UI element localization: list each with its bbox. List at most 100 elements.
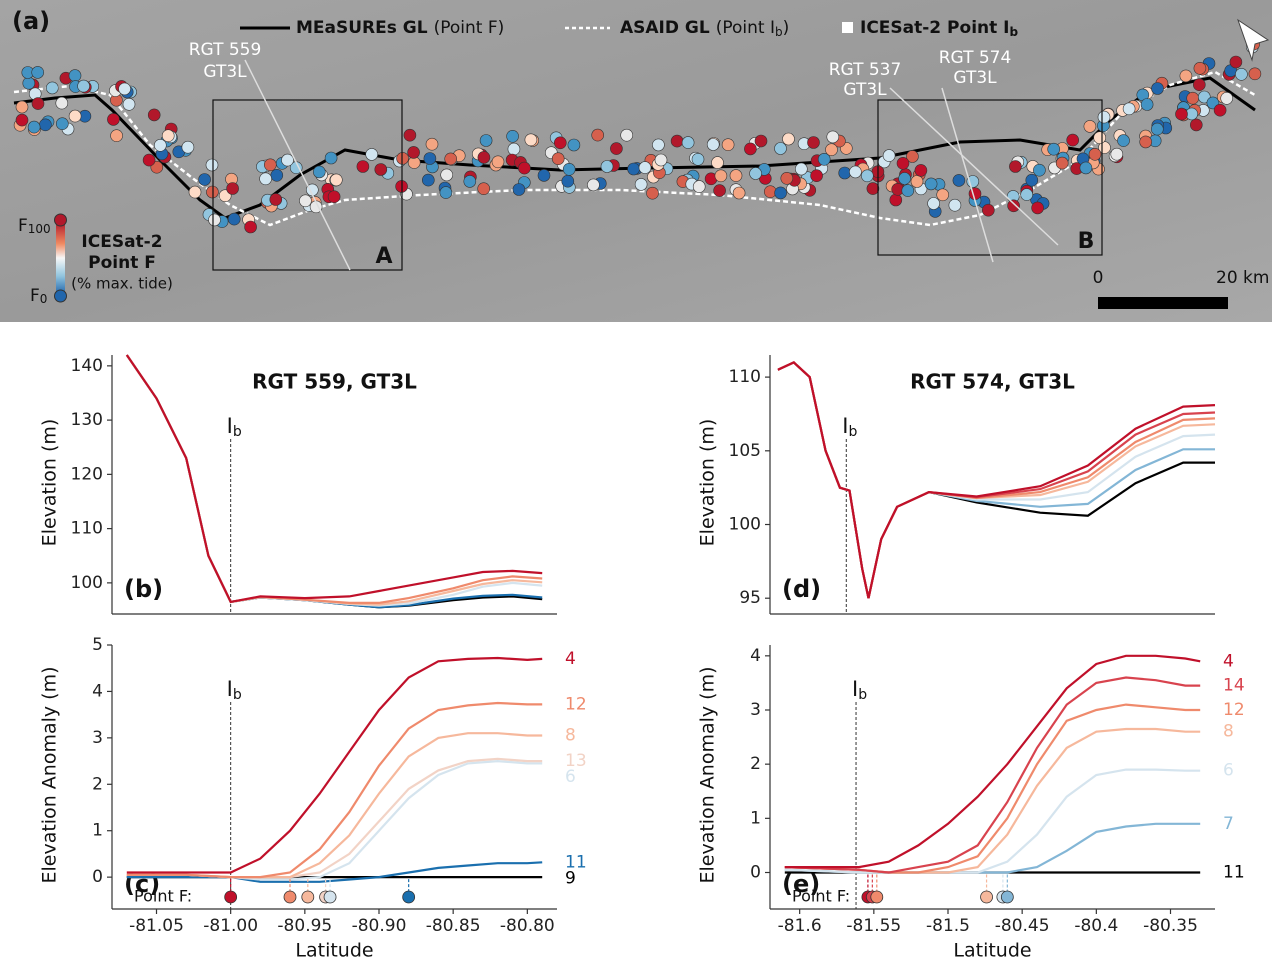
point-f-marker xyxy=(1000,890,1014,904)
series-line xyxy=(126,732,543,879)
map-point xyxy=(732,186,746,200)
ib-label-main: I xyxy=(852,677,858,701)
colorbar-title: Point F xyxy=(88,253,156,273)
series-line xyxy=(126,656,543,874)
map-point xyxy=(110,129,123,142)
ib-label-sub: b xyxy=(233,424,242,440)
map-point xyxy=(587,178,600,192)
inset-box xyxy=(212,99,403,271)
map-point xyxy=(968,187,982,200)
map-point xyxy=(1235,68,1248,81)
map-point xyxy=(1186,91,1199,105)
map-point xyxy=(889,193,903,207)
map-point xyxy=(479,134,493,147)
series-line xyxy=(777,361,1215,599)
track-label: RGT 559 xyxy=(189,40,262,60)
map-point xyxy=(512,183,526,196)
y-tick-label: 100 xyxy=(71,573,103,593)
map-point xyxy=(670,134,684,148)
track-label: GT3L xyxy=(203,62,247,82)
series-end-label: 12 xyxy=(565,694,587,714)
map-point xyxy=(425,137,439,151)
map-point xyxy=(244,220,257,234)
y-tick-label: 5 xyxy=(92,635,103,655)
map-point xyxy=(407,146,420,159)
ib-label-main: I xyxy=(842,414,848,438)
y-tick-label: 0 xyxy=(92,867,103,887)
map-point xyxy=(227,212,241,226)
series-line xyxy=(777,361,1216,599)
map-point xyxy=(807,136,820,149)
map-point xyxy=(154,139,167,152)
series-line xyxy=(777,361,1215,599)
map-point xyxy=(1031,201,1044,215)
map-point xyxy=(45,81,59,95)
map-point xyxy=(866,182,880,195)
map-point xyxy=(561,174,575,188)
series-line xyxy=(125,354,543,604)
map-point xyxy=(1122,102,1136,116)
track-line xyxy=(244,59,351,271)
map-point xyxy=(356,160,370,173)
map-point xyxy=(365,148,379,161)
map-point xyxy=(1220,92,1233,105)
map-point xyxy=(729,169,743,182)
map-point xyxy=(1175,107,1188,121)
series-line xyxy=(784,822,1201,874)
scale-label: 20 km xyxy=(1216,268,1269,288)
map-point xyxy=(646,186,659,200)
y-tick-label: 4 xyxy=(750,646,761,666)
map-point xyxy=(714,169,728,183)
map-point xyxy=(421,173,435,187)
series-end-label: 7 xyxy=(1223,814,1234,834)
inset-box xyxy=(877,99,1103,256)
series-end-label: 4 xyxy=(565,649,576,669)
map-point xyxy=(711,156,724,169)
map-point xyxy=(122,98,136,111)
series-line xyxy=(784,727,1201,874)
map-point xyxy=(439,186,453,199)
y-tick-label: 100 xyxy=(729,515,761,535)
map-point xyxy=(518,161,531,175)
map-point xyxy=(463,175,477,188)
ib-label-sub: b xyxy=(233,687,242,703)
map-point xyxy=(713,184,726,197)
map-point xyxy=(774,186,787,200)
map-point xyxy=(927,197,940,210)
ib-label: Ib xyxy=(842,414,857,440)
track-label: RGT 574 xyxy=(939,48,1012,68)
map-point xyxy=(205,158,219,172)
map-point xyxy=(270,169,284,182)
map-point xyxy=(620,128,634,142)
map-points xyxy=(13,37,1262,234)
north-arrow xyxy=(1237,18,1270,62)
map-point xyxy=(1213,103,1227,117)
map-point xyxy=(1193,62,1207,75)
ib-label: Ib xyxy=(852,677,867,703)
map-point xyxy=(627,162,640,176)
map-point xyxy=(825,143,838,156)
y-tick-label: 110 xyxy=(71,519,103,539)
map-point xyxy=(910,175,924,188)
y-tick-label: 2 xyxy=(92,774,103,794)
map-point xyxy=(652,138,665,152)
map-point xyxy=(721,138,735,151)
series-end-label: 6 xyxy=(1223,761,1234,781)
map-point xyxy=(749,167,762,180)
map-point xyxy=(952,174,966,187)
y-tick-label: 3 xyxy=(750,700,761,720)
map-point xyxy=(142,153,156,167)
x-tick-label: -81.00 xyxy=(203,916,258,936)
map-point xyxy=(423,152,437,165)
map-point xyxy=(1033,163,1046,177)
map-point xyxy=(706,138,720,151)
y-tick-label: 3 xyxy=(92,728,103,748)
map-point xyxy=(826,130,840,144)
series-line xyxy=(126,701,543,879)
y-tick-label: 4 xyxy=(92,681,103,701)
series-line xyxy=(784,768,1201,874)
x-tick-label: -81.05 xyxy=(129,916,184,936)
map-point xyxy=(681,136,695,149)
map-point xyxy=(882,149,896,162)
map-point xyxy=(1088,148,1102,161)
